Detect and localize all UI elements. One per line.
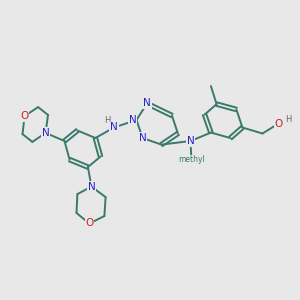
Text: H: H (285, 115, 292, 124)
Text: N: N (143, 98, 151, 109)
Text: H: H (104, 116, 111, 125)
Text: N: N (42, 128, 50, 138)
Text: O: O (85, 218, 94, 229)
Text: methyl: methyl (178, 155, 205, 164)
Text: O: O (20, 111, 29, 121)
Text: O: O (274, 118, 283, 129)
Text: N: N (187, 136, 194, 146)
Text: N: N (110, 122, 118, 133)
Text: N: N (139, 133, 146, 143)
Text: N: N (88, 182, 95, 192)
Text: N: N (129, 115, 136, 125)
